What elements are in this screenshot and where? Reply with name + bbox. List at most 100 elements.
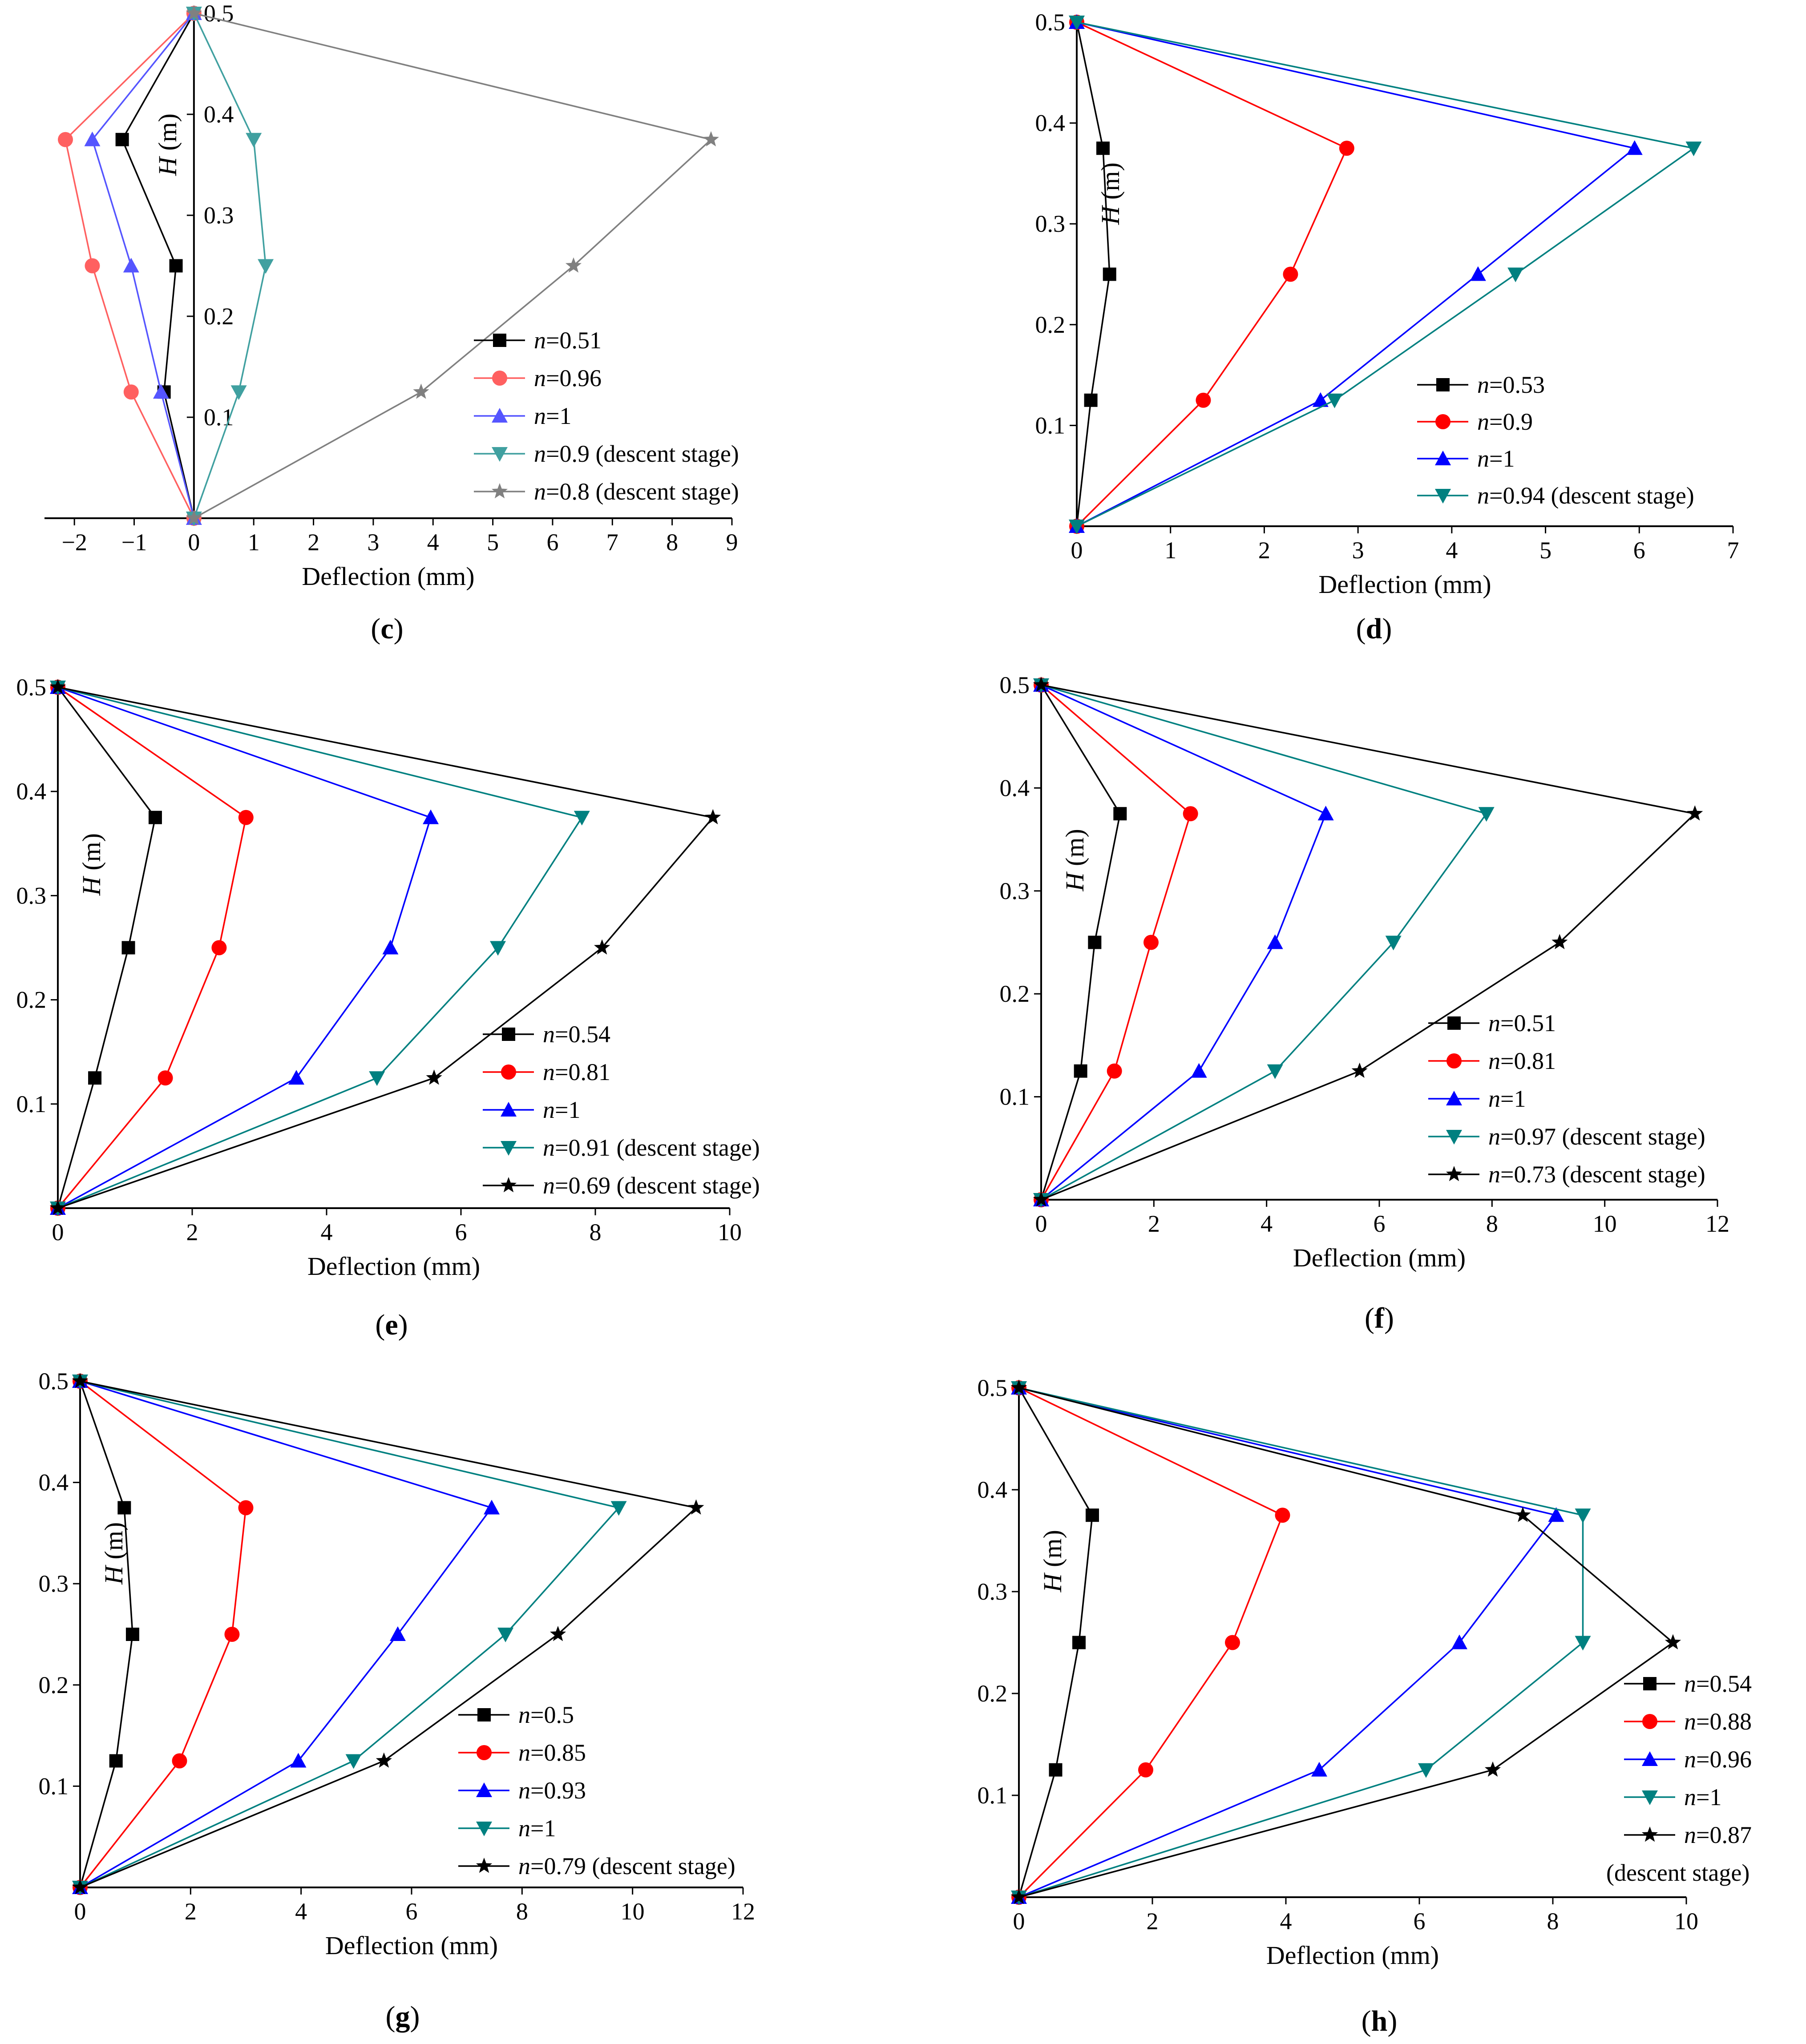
data-point bbox=[1096, 141, 1110, 155]
y-tick-label: 0.4 bbox=[16, 778, 47, 805]
panel-label-close: ) bbox=[1384, 1302, 1394, 1334]
legend-marker bbox=[476, 1782, 492, 1797]
legend-value: =1 bbox=[1500, 1085, 1526, 1112]
y-axis-label-var: H bbox=[1038, 1572, 1067, 1592]
legend-marker bbox=[1643, 1677, 1657, 1690]
x-tick-label: 4 bbox=[1280, 1908, 1292, 1935]
x-tick-label: 7 bbox=[1727, 537, 1739, 564]
x-tick-label: 0 bbox=[1013, 1908, 1025, 1935]
chart-panel-h: 0 2 4 6 8 10 0.1 0.2 0.3 0.4 0.5 Deflection (mm) H (… bbox=[978, 1375, 1752, 2037]
x-tick-label: 0 bbox=[188, 529, 200, 556]
data-point bbox=[574, 810, 590, 826]
legend-var: n bbox=[1488, 1010, 1500, 1036]
panel-label-letter: g bbox=[396, 2000, 410, 2033]
panel-label-close: ) bbox=[398, 1309, 408, 1341]
legend-label: n=0.9 (descent stage) bbox=[534, 440, 739, 467]
panel-label-open: ( bbox=[375, 1309, 385, 1341]
legend-value: =0.87 bbox=[1696, 1822, 1752, 1848]
legend-value: =0.79 (descent stage) bbox=[530, 1853, 735, 1879]
data-point bbox=[1478, 807, 1495, 822]
y-tick-label: 0.3 bbox=[978, 1578, 1008, 1605]
data-point bbox=[1196, 392, 1211, 408]
legend-marker bbox=[476, 1858, 493, 1873]
y-axis-label-unit: (m) bbox=[1096, 162, 1125, 206]
legend-marker bbox=[477, 1745, 492, 1760]
legend-label: n=0.81 bbox=[1488, 1048, 1556, 1074]
legend-marker bbox=[1446, 1130, 1462, 1145]
data-point bbox=[1069, 16, 1085, 30]
legend-marker bbox=[500, 1177, 517, 1193]
legend-label: n=1 bbox=[534, 403, 571, 429]
x-tick-label: 8 bbox=[666, 529, 678, 556]
data-point bbox=[1665, 1634, 1681, 1649]
legend-var: n bbox=[534, 365, 546, 391]
data-point bbox=[1143, 935, 1159, 950]
y-axis-label: H (m) bbox=[1060, 829, 1089, 891]
x-tick-label: 1 bbox=[248, 529, 260, 556]
y-tick-label: 0.2 bbox=[16, 987, 47, 1013]
legend-label: n=0.73 (descent stage) bbox=[1488, 1161, 1705, 1188]
panel-label-close: ) bbox=[394, 613, 404, 645]
x-tick-label: 4 bbox=[427, 529, 439, 556]
panel-label-letter: h bbox=[1371, 2005, 1388, 2037]
data-point bbox=[1685, 141, 1702, 157]
y-tick-label: 0.2 bbox=[39, 1672, 69, 1698]
y-tick-label: 0.1 bbox=[978, 1782, 1008, 1809]
legend-marker bbox=[476, 1822, 492, 1836]
x-tick-label: 8 bbox=[1486, 1210, 1498, 1237]
legend-var: n bbox=[543, 1097, 555, 1123]
legend-var: n bbox=[1477, 445, 1489, 472]
data-point bbox=[258, 259, 274, 274]
data-point bbox=[1074, 1064, 1087, 1078]
legend-var: n bbox=[543, 1021, 555, 1048]
data-point bbox=[1283, 266, 1298, 282]
legend-value: =0.97 (descent stage) bbox=[1500, 1123, 1705, 1150]
x-tick-label: 7 bbox=[606, 529, 618, 556]
legend-var: n bbox=[534, 403, 546, 429]
legend-value: =0.51 bbox=[1500, 1010, 1556, 1036]
y-tick-label: 0.3 bbox=[16, 882, 47, 909]
legend-label: n=0.79 (descent stage) bbox=[518, 1853, 735, 1879]
x-tick-label: 0 bbox=[74, 1898, 86, 1925]
legend-var: n bbox=[1488, 1048, 1500, 1074]
data-point bbox=[703, 131, 719, 147]
legend-label: n=0.51 bbox=[534, 327, 602, 354]
x-tick-label: 4 bbox=[295, 1898, 307, 1925]
legend-var: n bbox=[534, 440, 546, 467]
x-tick-label: 6 bbox=[406, 1898, 418, 1925]
data-point bbox=[1311, 1762, 1327, 1777]
data-point bbox=[1484, 1761, 1501, 1777]
legend-var: n bbox=[1684, 1670, 1696, 1697]
legend-label: n=0.5 bbox=[518, 1701, 574, 1728]
data-point bbox=[1049, 1763, 1063, 1777]
chart-panel-c: −2 −1 0 1 2 3 4 5 6 7 8 90.10.20.30.40.5Deflection … bbox=[44, 0, 739, 645]
data-point bbox=[426, 1069, 442, 1085]
y-tick-label: 0.3 bbox=[204, 202, 234, 229]
y-tick-label: 0.3 bbox=[1035, 210, 1066, 237]
y-tick-label: 0.4 bbox=[978, 1476, 1008, 1503]
data-point bbox=[1225, 1635, 1240, 1650]
legend-marker bbox=[492, 408, 508, 423]
y-tick-label: 0.1 bbox=[1035, 412, 1066, 439]
y-axis-label: H (m) bbox=[1038, 1530, 1067, 1592]
legend-value: =1 bbox=[1696, 1784, 1721, 1810]
legend-value: =0.54 bbox=[1696, 1670, 1752, 1697]
legend-var: n bbox=[1488, 1161, 1500, 1188]
x-tick-label: 5 bbox=[487, 529, 499, 556]
panel-label: (e) bbox=[375, 1309, 408, 1341]
legend-marker bbox=[1447, 1016, 1461, 1030]
data-point bbox=[484, 1500, 500, 1515]
data-point bbox=[610, 1501, 627, 1516]
y-axis-label: H (m) bbox=[1096, 162, 1125, 225]
data-point bbox=[1033, 1191, 1050, 1207]
y-axis-label-unit: (m) bbox=[1060, 829, 1089, 872]
x-axis-label: Deflection (mm) bbox=[307, 1252, 480, 1281]
data-point bbox=[1072, 1636, 1086, 1649]
y-tick-label: 0.4 bbox=[204, 101, 234, 128]
legend-marker bbox=[1641, 1826, 1658, 1842]
legend-value: =0.8 (descent stage) bbox=[546, 478, 739, 505]
x-tick-label: −1 bbox=[121, 529, 147, 556]
y-tick-label: 0.1 bbox=[204, 404, 234, 431]
data-point bbox=[169, 259, 183, 273]
legend-var: n bbox=[1488, 1123, 1500, 1150]
